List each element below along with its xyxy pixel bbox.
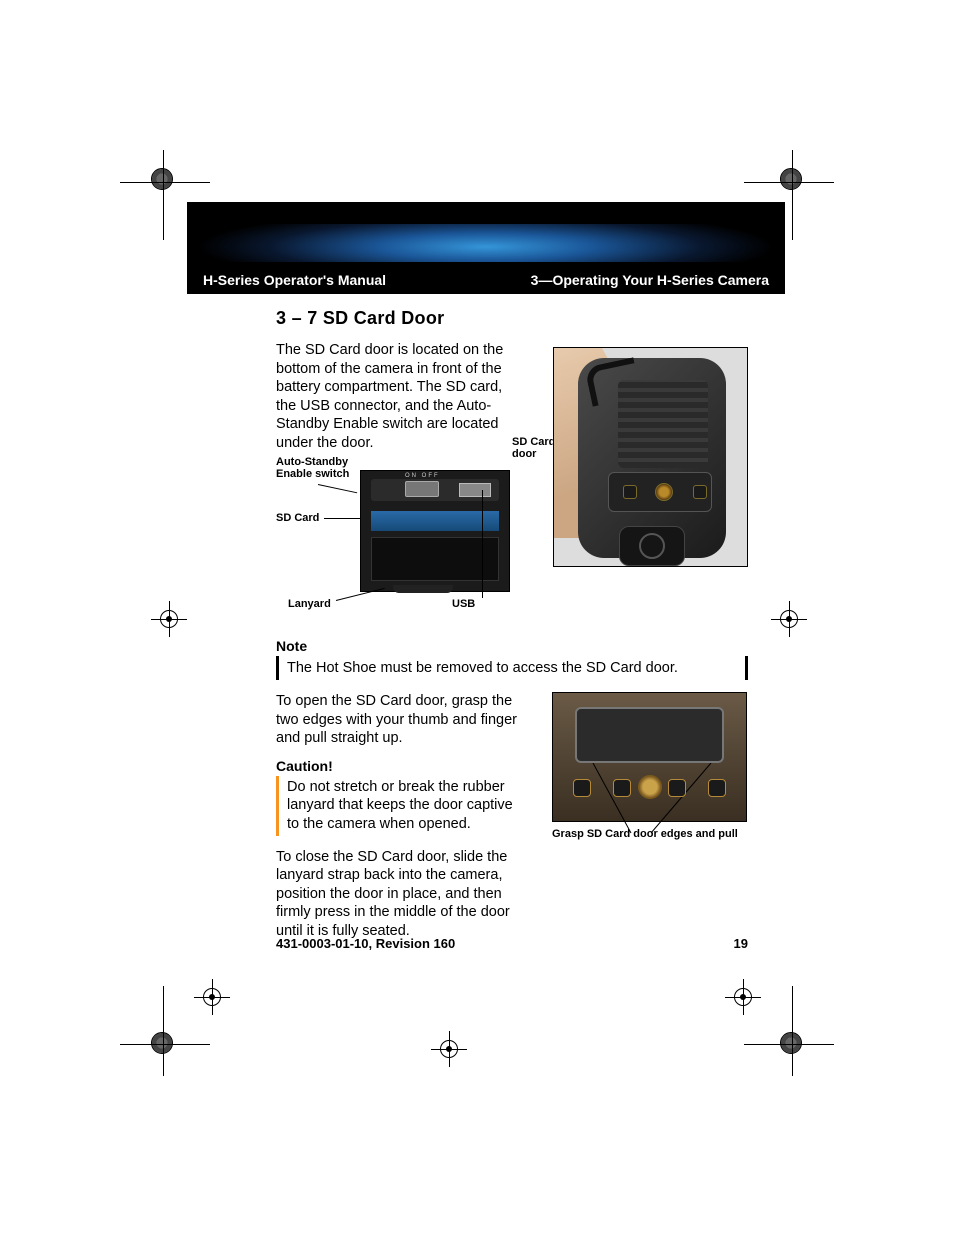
note-heading: Note xyxy=(276,638,748,654)
standby-switch-graphic xyxy=(405,481,439,497)
page-banner: H-Series Operator's Manual 3—Operating Y… xyxy=(187,202,785,294)
lanyard-graphic xyxy=(393,585,453,593)
close-paragraph: To close the SD Card door, slide the lan… xyxy=(276,848,534,941)
compartment-photo: ON OFF xyxy=(360,470,510,592)
footer-page-number: 19 xyxy=(734,936,748,951)
caution-heading: Caution! xyxy=(276,758,534,774)
section-heading: 3 – 7 SD Card Door xyxy=(276,308,748,329)
open-paragraph: To open the SD Card door, grasp the two … xyxy=(276,692,534,748)
note-box: The Hot Shoe must be removed to access t… xyxy=(276,656,748,680)
sd-door-photo xyxy=(552,692,747,822)
page-content: 3 – 7 SD Card Door The SD Card door is l… xyxy=(276,308,748,940)
caution-text: Do not stretch or break the rubber lanya… xyxy=(287,779,513,832)
compartment-diagram: ON OFF Auto-Standby Enable switch SD Car… xyxy=(276,460,526,628)
on-off-label: ON OFF xyxy=(405,473,440,479)
footer-doc-id: 431-0003-01-10, Revision 160 xyxy=(276,936,455,951)
sd-card-label: SD Card xyxy=(276,512,319,524)
page-footer: 431-0003-01-10, Revision 160 19 xyxy=(276,936,748,951)
usb-label: USB xyxy=(452,598,475,610)
caution-box: Do not stretch or break the rubber lanya… xyxy=(276,776,534,836)
auto-standby-label: Auto-Standby Enable switch xyxy=(276,456,386,480)
intro-paragraph: The SD Card door is located on the botto… xyxy=(276,341,526,452)
note-text: The Hot Shoe must be removed to access t… xyxy=(287,660,678,676)
banner-right-text: 3—Operating Your H-Series Camera xyxy=(531,272,769,288)
camera-photo xyxy=(553,347,748,567)
banner-left-text: H-Series Operator's Manual xyxy=(203,272,386,288)
usb-port-graphic xyxy=(459,483,491,497)
sd-card-graphic xyxy=(371,511,499,531)
lanyard-label: Lanyard xyxy=(288,598,331,610)
